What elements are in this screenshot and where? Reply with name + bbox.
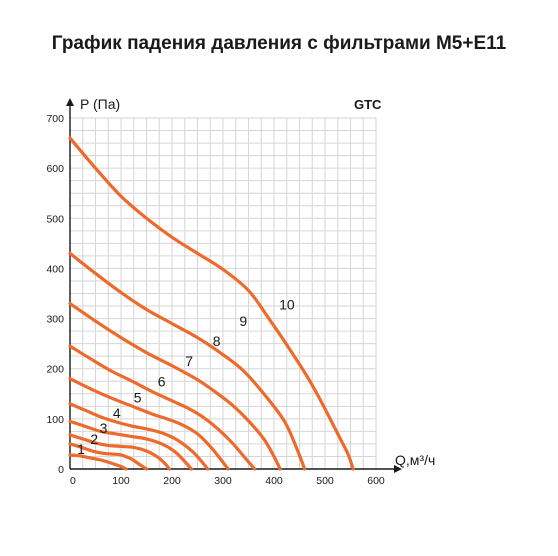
y-tick-label: 200 (46, 364, 64, 376)
y-tick-label: 100 (46, 414, 64, 426)
series-label-9: 9 (239, 313, 247, 329)
series-label-7: 7 (185, 353, 193, 369)
y-axis-arrow-icon (66, 98, 74, 106)
series-line-4 (68, 419, 193, 471)
series-label-4: 4 (113, 405, 121, 421)
series-line-9 (68, 251, 307, 471)
y-tick-label: 500 (46, 213, 64, 225)
y-tick-label: 600 (46, 163, 64, 175)
x-tick-label: 200 (163, 475, 181, 487)
series-label-1: 1 (77, 441, 85, 457)
y-tick-label: 300 (46, 314, 64, 326)
brand-label: GTC (354, 97, 382, 112)
series-line-3 (68, 433, 172, 471)
series-line-8 (68, 301, 282, 471)
series-label-8: 8 (213, 333, 221, 349)
y-tick-label: 400 (46, 263, 64, 275)
series-label-6: 6 (158, 373, 166, 389)
series-line-7 (68, 344, 257, 471)
series-label-10: 10 (279, 297, 295, 313)
series-line-2 (68, 442, 149, 471)
x-tick-label: 100 (112, 475, 130, 487)
series-line-1 (68, 453, 128, 471)
x-tick-label: 500 (316, 475, 334, 487)
series-line-5 (68, 402, 210, 471)
chart-title: График падения давления с фильтрами M5+E… (51, 33, 507, 54)
series-label-3: 3 (100, 420, 108, 436)
series-label-2: 2 (90, 431, 98, 447)
series-label-5: 5 (134, 389, 142, 405)
series-line-6 (68, 377, 230, 471)
y-axis-label: P (Па) (80, 96, 120, 112)
y-tick-label: 0 (58, 464, 64, 476)
x-axis-arrow-icon (394, 465, 402, 473)
series (68, 136, 355, 471)
x-tick-label: 0 (70, 475, 76, 487)
x-tick-label: 600 (367, 475, 385, 487)
x-tick-label: 300 (214, 475, 232, 487)
x-tick-label: 400 (265, 475, 283, 487)
x-axis-label: Q,м³/ч (395, 452, 435, 468)
tick-labels: 0 100 200 300 400 500 600 0 100 200 300 400 500 600 70… (46, 113, 384, 487)
series-line-10 (68, 136, 355, 471)
y-tick-label: 700 (46, 113, 64, 125)
